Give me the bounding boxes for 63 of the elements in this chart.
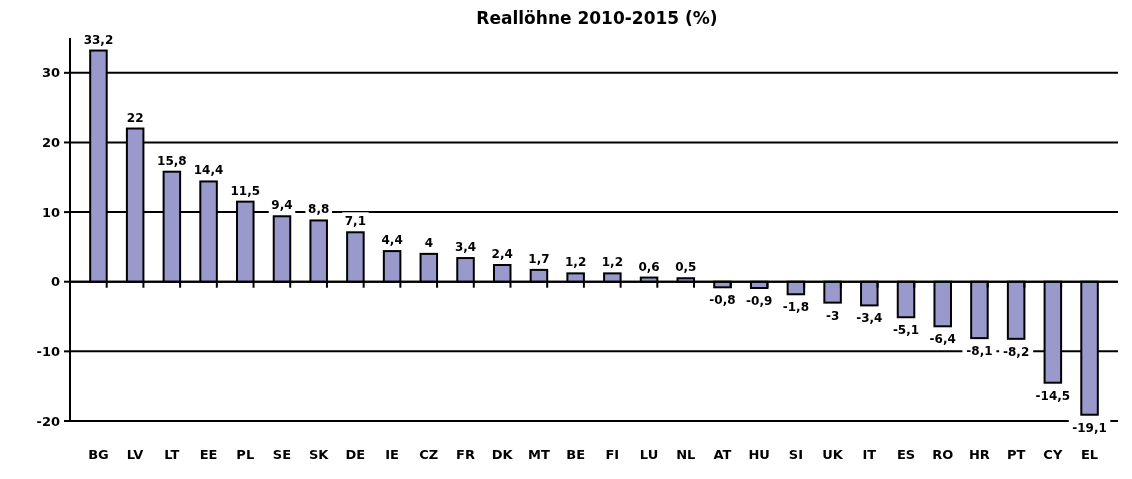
y-tick-label: -10 [36,343,60,359]
x-tick-label: MT [528,447,550,462]
x-tick-label: CY [1043,447,1063,462]
data-label: 1,7 [528,251,550,266]
data-label: 8,8 [308,202,330,217]
data-label: 2,4 [491,247,513,262]
x-tick-label: BG [88,447,109,462]
data-label: 4 [424,235,433,250]
data-label: 33,2 [83,32,114,47]
data-label: 7,1 [344,214,367,229]
data-label: 14,4 [193,163,224,178]
data-label: 0,5 [675,260,697,275]
y-tick-label: 20 [41,135,60,150]
y-tick-label: 30 [41,65,60,81]
x-tick-label: HU [748,447,770,462]
data-label: -8,2 [1003,344,1030,359]
x-tick-label: HR [968,447,990,462]
x-tick-label: EE [199,447,218,462]
data-label: -3 [825,308,840,323]
x-tick-label: PL [236,447,255,462]
x-tick-label: IT [862,447,877,462]
data-label: -5,1 [892,323,920,338]
data-label: -0,9 [746,293,773,308]
x-tick-label: NL [676,447,696,462]
x-tick-label: DK [491,447,514,462]
x-tick-label: DE [345,447,366,462]
x-tick-label: LU [639,447,659,462]
x-tick-label: IE [385,447,399,462]
data-label: -6,4 [929,332,956,347]
data-label: 22 [126,110,144,125]
y-tick-label: -20 [36,413,60,429]
x-tick-label: UK [822,447,844,462]
x-tick-label: ES [896,447,916,462]
x-tick-label: LT [164,447,180,462]
x-tick-label: AT [713,447,732,462]
x-tick-label: CZ [419,447,439,462]
x-tick-label: RO [932,447,954,462]
x-tick-label: SI [788,447,803,462]
data-label: -14,5 [1035,388,1071,403]
x-tick-label: EL [1080,447,1099,462]
data-label: -0,8 [709,293,736,308]
chart-title: Reallöhne 2010-2015 (%) [476,8,718,28]
y-tick-label: 10 [41,204,60,220]
data-label: 1,2 [565,255,587,270]
data-label: 4,4 [381,233,403,248]
x-tick-label: SK [308,447,330,462]
data-label: 11,5 [230,183,261,198]
x-tick-label: PT [1006,447,1026,462]
x-tick-label: SE [272,447,292,462]
data-label: -3,4 [856,311,883,326]
x-tick-label: FI [605,447,620,462]
data-label: 15,8 [157,153,187,168]
data-label: -1,8 [782,300,810,315]
y-tick-label: 0 [50,274,60,290]
data-label: 0,6 [638,259,660,274]
data-label: -8,1 [966,344,993,359]
data-label: -19,1 [1072,420,1107,435]
x-tick-label: FR [456,447,475,462]
data-label: 3,4 [454,240,477,255]
x-tick-label: BE [566,447,586,462]
x-tick-label: LV [126,447,144,462]
data-label: 9,4 [271,198,293,213]
data-label: 1,2 [601,255,623,270]
